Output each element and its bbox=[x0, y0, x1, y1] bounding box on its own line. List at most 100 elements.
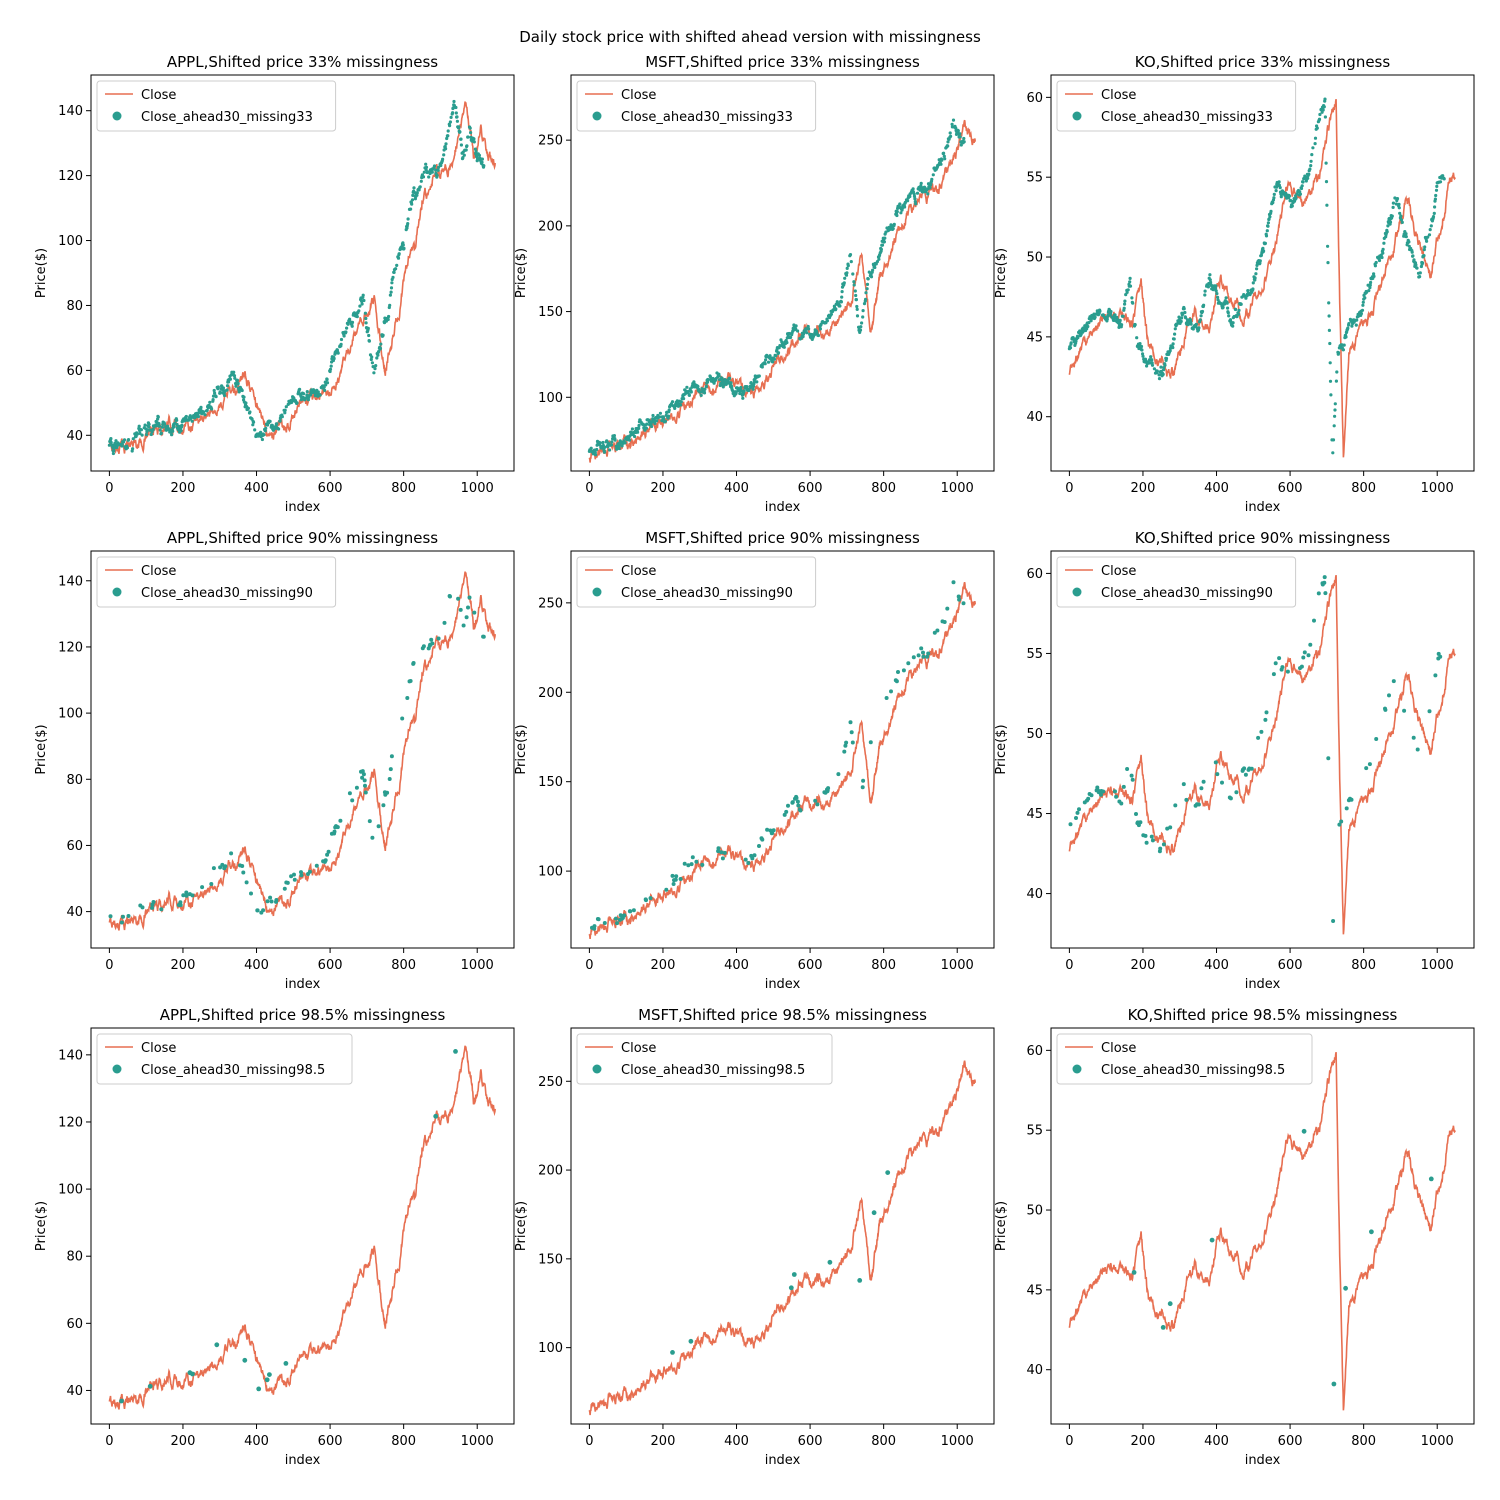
shifted-data-point bbox=[199, 405, 203, 409]
shifted-data-point bbox=[1333, 402, 1337, 406]
shifted-data-point bbox=[1333, 414, 1337, 418]
shifted-data-point bbox=[1180, 316, 1184, 320]
legend: Close Close_ahead30_missing98.5 bbox=[1056, 1033, 1313, 1085]
shifted-data-point bbox=[618, 913, 623, 918]
shifted-data-point bbox=[1344, 806, 1349, 811]
shifted-data-point bbox=[209, 882, 214, 886]
y-tick-label: 55 bbox=[1026, 647, 1043, 662]
shifted-data-point bbox=[379, 342, 383, 346]
shifted-data-point bbox=[1347, 322, 1351, 326]
shifted-data-point bbox=[354, 785, 359, 790]
shifted-data-point bbox=[1234, 307, 1238, 312]
shifted-data-point bbox=[794, 327, 798, 331]
shifted-data-point bbox=[1322, 580, 1327, 585]
shifted-data-point bbox=[1360, 308, 1365, 312]
shifted-data-point bbox=[1341, 348, 1345, 352]
chart-title: KO,Shifted price 90% missingness bbox=[1135, 529, 1391, 547]
shifted-data-point bbox=[1373, 264, 1377, 268]
x-tick-label: 400 bbox=[244, 958, 269, 973]
shifted-data-point bbox=[1395, 197, 1400, 201]
y-tick-label: 120 bbox=[58, 640, 83, 655]
y-tick-label: 60 bbox=[1026, 91, 1043, 106]
shifted-data-point bbox=[1231, 321, 1235, 325]
chart-panel-appl-1: APPL,Shifted price 90% missingness 0 200 40… bbox=[34, 529, 515, 992]
shifted-data-point bbox=[1262, 249, 1266, 253]
x-tick-label: 0 bbox=[585, 481, 593, 496]
y-tick-label: 45 bbox=[1026, 807, 1043, 822]
legend-shifted-swatch bbox=[112, 111, 122, 121]
shifted-data-point bbox=[1158, 846, 1163, 851]
shifted-data-point bbox=[1167, 1301, 1173, 1307]
shifted-data-point bbox=[906, 199, 910, 203]
shifted-data-point bbox=[919, 181, 923, 185]
chart-panel-msft-0: MSFT,Shifted price 33% missingness 0 200 40… bbox=[514, 53, 995, 515]
shifted-data-point bbox=[458, 130, 462, 134]
shifted-data-point bbox=[891, 227, 895, 231]
shifted-data-point bbox=[240, 864, 245, 868]
shifted-data-point bbox=[1128, 276, 1132, 280]
y-tick-label: 140 bbox=[58, 1048, 83, 1063]
legend-close-label: Close bbox=[1101, 1041, 1136, 1056]
x-tick-label: 400 bbox=[244, 1434, 269, 1449]
shifted-data-point bbox=[1300, 184, 1304, 188]
shifted-data-point bbox=[1141, 354, 1145, 358]
shifted-data-point bbox=[1427, 233, 1432, 237]
chart-panel-ko-2: KO,Shifted price 98.5% missingness 0 200 40… bbox=[994, 1006, 1475, 1468]
shifted-data-point bbox=[700, 387, 704, 391]
shifted-data-point bbox=[131, 447, 135, 451]
shifted-data-point bbox=[1254, 272, 1258, 276]
shifted-data-point bbox=[670, 400, 675, 404]
shifted-data-point bbox=[350, 324, 354, 328]
shifted-data-point bbox=[456, 596, 461, 601]
shifted-data-point bbox=[1423, 245, 1427, 249]
shifted-data-point bbox=[609, 443, 614, 447]
shifted-data-point bbox=[895, 210, 899, 214]
shifted-data-point bbox=[295, 401, 299, 405]
shifted-data-point bbox=[1397, 202, 1401, 206]
shifted-data-point bbox=[1325, 203, 1329, 207]
shifted-data-point bbox=[734, 391, 738, 395]
shifted-data-point bbox=[840, 295, 844, 299]
shifted-data-point bbox=[135, 432, 139, 436]
close-series-line bbox=[108, 571, 496, 931]
shifted-data-point bbox=[765, 827, 770, 832]
y-tick-label: 60 bbox=[1026, 1044, 1043, 1059]
shifted-data-point bbox=[1120, 323, 1124, 327]
chart-title: APPL,Shifted price 33% missingness bbox=[167, 53, 438, 71]
shifted-data-point bbox=[666, 414, 671, 418]
shifted-data-point bbox=[451, 111, 455, 115]
axes-frame bbox=[90, 550, 515, 949]
shifted-data-point bbox=[1299, 186, 1304, 191]
x-axis-label: index bbox=[765, 977, 801, 992]
shifted-data-point bbox=[1342, 343, 1346, 347]
shifted-data-point bbox=[190, 893, 195, 898]
shifted-data-point bbox=[225, 388, 229, 392]
shifted-data-point bbox=[1246, 289, 1250, 293]
shifted-data-point bbox=[1258, 259, 1262, 263]
shifted-data-point bbox=[750, 856, 755, 861]
shifted-data-point bbox=[1150, 838, 1155, 843]
shifted-data-point bbox=[481, 634, 486, 639]
shifted-data-point bbox=[1157, 373, 1161, 377]
shifted-data-point bbox=[912, 192, 916, 196]
shifted-data-point bbox=[836, 772, 841, 777]
shifted-data-point bbox=[454, 111, 458, 115]
shifted-data-point bbox=[633, 434, 637, 439]
shifted-data-point bbox=[598, 441, 602, 445]
shifted-data-point bbox=[885, 1170, 891, 1175]
shifted-data-point bbox=[651, 413, 655, 418]
shifted-data-point bbox=[685, 385, 689, 389]
shifted-data-point bbox=[786, 803, 790, 808]
shifted-data-point bbox=[210, 407, 214, 411]
shifted-data-point bbox=[1310, 153, 1314, 157]
shifted-data-point bbox=[244, 880, 249, 885]
shifted-data-point bbox=[1322, 105, 1326, 109]
shifted-data-point bbox=[1114, 794, 1119, 799]
shifted-data-point bbox=[1198, 318, 1202, 322]
shifted-data-point bbox=[1418, 271, 1422, 275]
y-tick-label: 100 bbox=[538, 391, 563, 406]
shifted-data-point bbox=[1221, 305, 1225, 309]
shifted-data-point bbox=[613, 438, 617, 442]
y-tick-label: 40 bbox=[66, 429, 83, 444]
shifted-data-point bbox=[670, 873, 675, 878]
